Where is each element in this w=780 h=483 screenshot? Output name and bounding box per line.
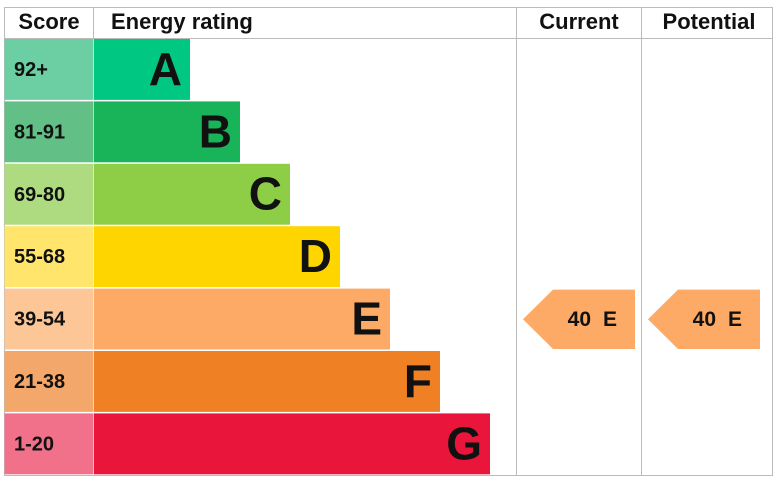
header-current: Current bbox=[539, 9, 619, 34]
current-score: 40 bbox=[568, 308, 591, 331]
band-letter: G bbox=[446, 417, 482, 469]
score-label: 1-20 bbox=[14, 433, 54, 455]
band-bar bbox=[94, 163, 290, 225]
band-bar bbox=[94, 351, 440, 412]
potential-arrow bbox=[648, 289, 760, 349]
band-letter: A bbox=[149, 43, 182, 95]
band-bar bbox=[94, 226, 340, 288]
band-bar bbox=[94, 288, 390, 350]
score-cell bbox=[4, 288, 94, 350]
header-rating: Energy rating bbox=[111, 9, 253, 34]
score-label: 21-38 bbox=[14, 371, 65, 393]
score-cell bbox=[4, 226, 94, 288]
band-bar bbox=[94, 413, 490, 475]
score-label: 92+ bbox=[14, 59, 48, 81]
current-arrow bbox=[523, 289, 635, 349]
header-potential: Potential bbox=[663, 9, 756, 34]
score-cell bbox=[4, 163, 94, 225]
score-cell bbox=[4, 351, 94, 412]
band-bar bbox=[94, 39, 190, 100]
band-letter: F bbox=[404, 355, 432, 407]
potential-score: 40 bbox=[693, 308, 716, 331]
header-score: Score bbox=[18, 9, 79, 34]
band-letter: C bbox=[249, 168, 282, 220]
band-bar bbox=[94, 101, 240, 163]
band-letter: D bbox=[299, 230, 332, 282]
potential-band: E bbox=[728, 308, 742, 331]
score-cell bbox=[4, 101, 94, 163]
score-label: 69-80 bbox=[14, 184, 65, 206]
score-label: 39-54 bbox=[14, 309, 66, 331]
score-cell bbox=[4, 413, 94, 475]
score-cell bbox=[4, 39, 94, 100]
current-band: E bbox=[603, 308, 617, 331]
band-letter: E bbox=[351, 292, 382, 344]
score-label: 55-68 bbox=[14, 246, 65, 268]
score-label: 81-91 bbox=[14, 121, 65, 143]
band-letter: B bbox=[199, 105, 232, 157]
